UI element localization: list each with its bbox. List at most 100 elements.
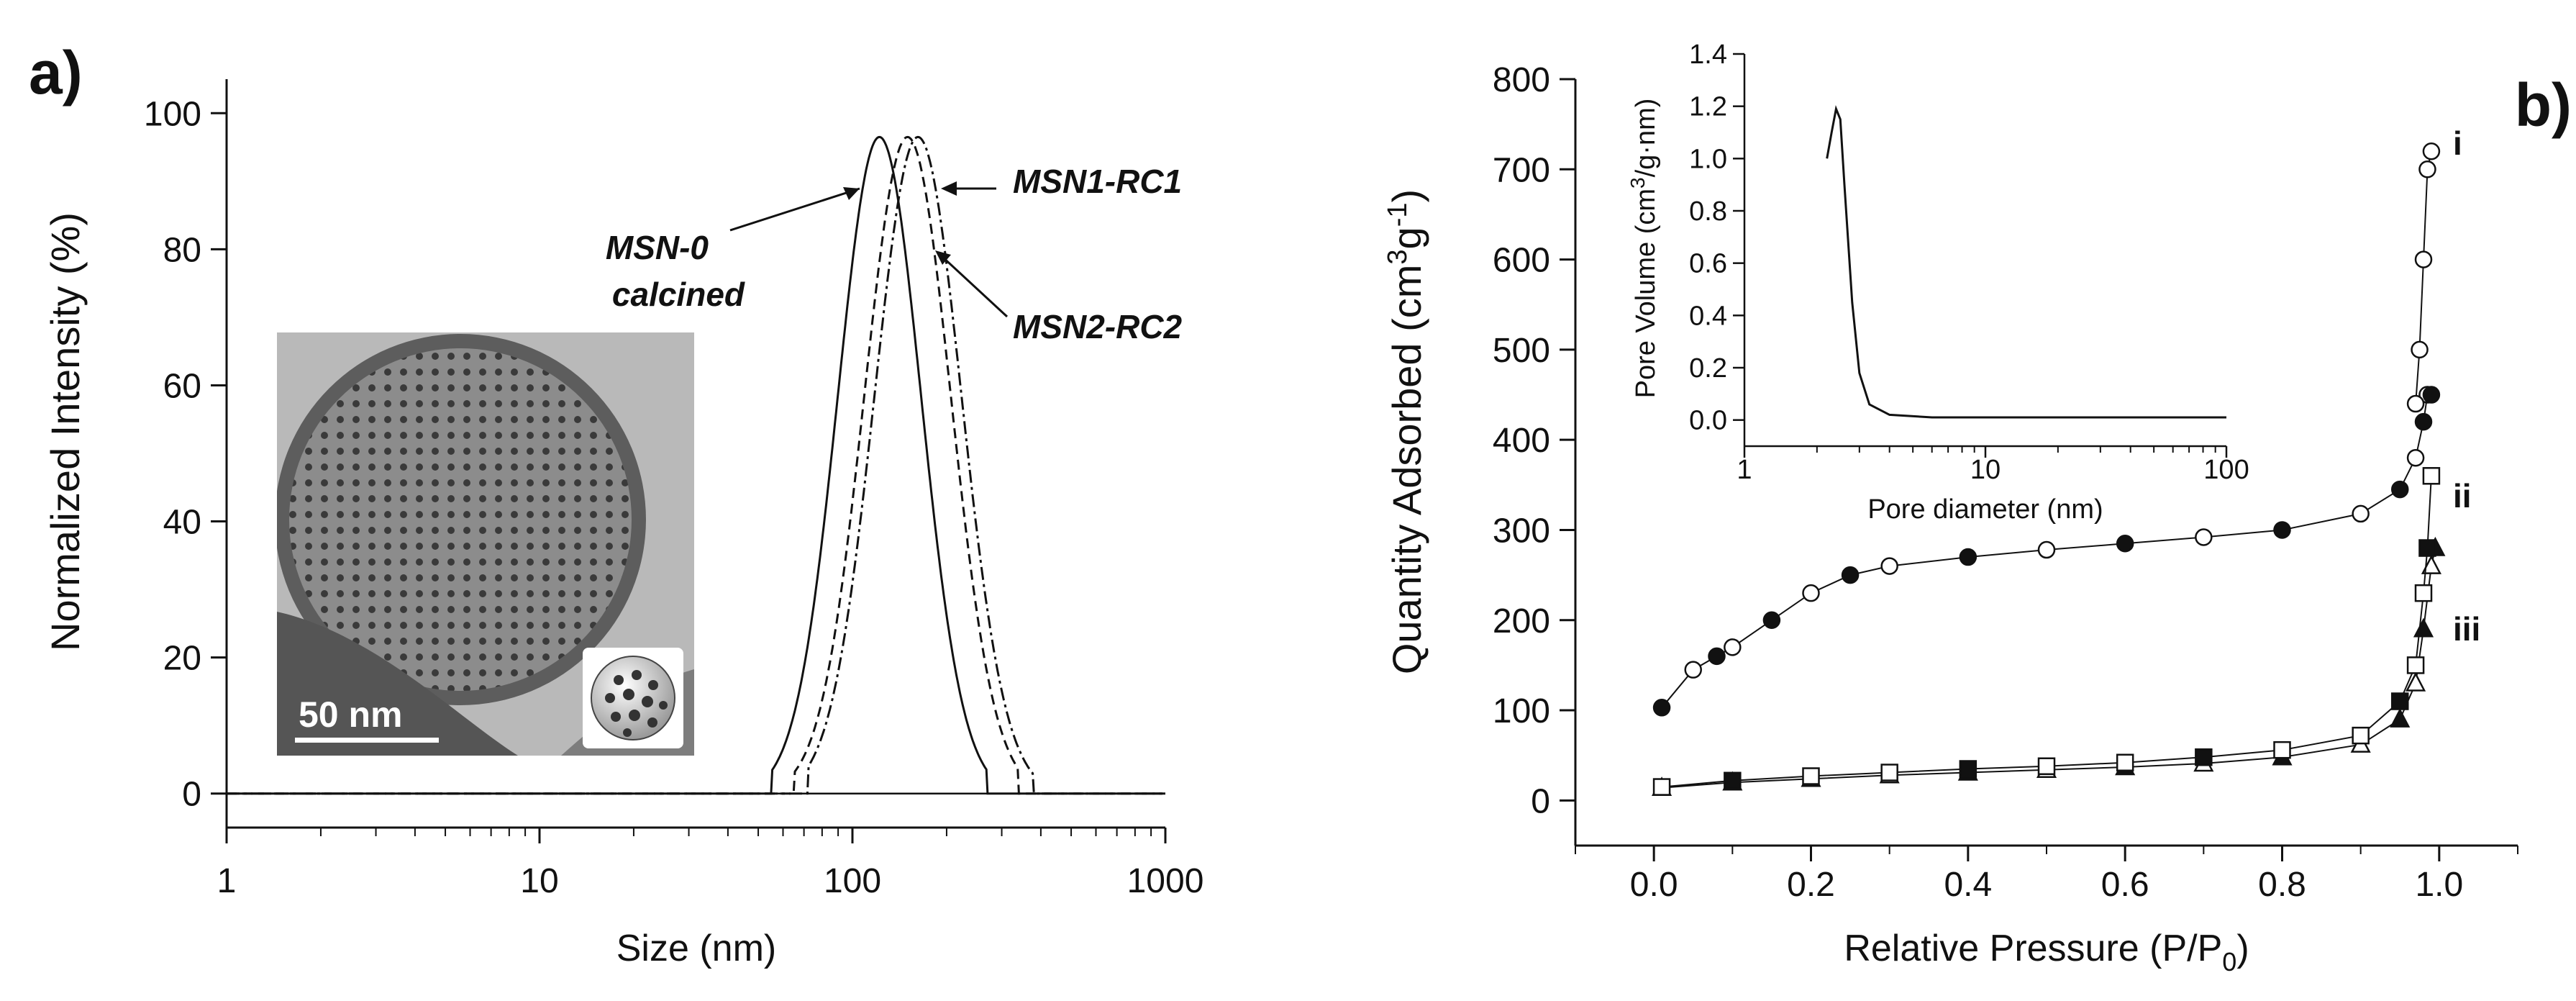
- series-ii-point: [2352, 726, 2370, 745]
- series-ii-point: [2422, 467, 2441, 485]
- b-x-tick-label: 0.4: [1944, 866, 1992, 904]
- panel-a-label: a): [29, 39, 83, 107]
- inset-y-tick-label: 1.0: [1689, 144, 1727, 174]
- series-label-i: i: [2453, 124, 2462, 162]
- series-i-point: [1762, 611, 1781, 630]
- series-ii-point: [2418, 539, 2436, 557]
- series-i-desorption-point: [2414, 250, 2433, 268]
- series-ii-point: [2116, 753, 2134, 771]
- b-y-axis-label: Quantity Adsorbed (cm3g-1): [1383, 189, 1429, 674]
- b-x-tick-label: 0.6: [2101, 866, 2149, 904]
- tem-particle: [289, 348, 632, 691]
- b-x-axis-label: Relative Pressure (P/P0): [1844, 928, 2249, 977]
- b-x-tick-label: 1.0: [2415, 866, 2463, 904]
- series-i-point: [2037, 540, 2056, 559]
- y-tick-label: 0: [182, 776, 201, 814]
- inset-y-tick-label: 1.4: [1689, 40, 1727, 70]
- inset-y-tick-label: 0.4: [1689, 301, 1727, 331]
- inset-y-tick-label: 0.8: [1689, 196, 1727, 227]
- series-iii-point: [2406, 671, 2426, 692]
- series-ii-point: [2414, 584, 2433, 602]
- b-y-tick-label: 0: [1531, 782, 1550, 820]
- series-i-point: [2116, 535, 2134, 553]
- series-i-point: [1724, 638, 1742, 656]
- series-iii-line: [1662, 548, 2436, 789]
- series-i-point: [1708, 647, 1726, 666]
- series-ii-point: [1959, 760, 1977, 778]
- b-x-tick-label: 0.0: [1630, 866, 1678, 904]
- inset-y-tick-label: 0.6: [1689, 249, 1727, 279]
- series-ii-point: [2195, 748, 2213, 766]
- inset-y-tick-label: 0.2: [1689, 353, 1727, 384]
- annotation-arrowhead-msn2: [935, 250, 951, 265]
- inset-y-label: Pore Volume (cm3/g·nm): [1626, 99, 1661, 399]
- y-tick-label: 100: [144, 95, 201, 133]
- scale-bar: [295, 738, 439, 743]
- b-y-tick-label: 600: [1493, 242, 1550, 280]
- series-i-point: [1841, 566, 1860, 584]
- series-i-point: [2391, 480, 2409, 499]
- y-tick-label: 20: [163, 640, 201, 678]
- inset-x-label: Pore diameter (nm): [1867, 494, 2103, 525]
- series-iii-point: [2390, 707, 2411, 728]
- series-i-point: [2273, 521, 2291, 539]
- series-ii-point: [2391, 692, 2409, 710]
- series-i-desorption-line: [2415, 150, 2432, 404]
- panel-a-chart: a) 50 nm 1 10 100 1000 0 20 40 60 80 100 Size (n…: [29, 39, 1203, 969]
- series-i-point: [1652, 699, 1671, 717]
- x-tick-label: 1: [217, 862, 237, 900]
- b-y-tick-label: 200: [1493, 602, 1550, 640]
- annotation-arrowhead-msn1: [941, 181, 957, 196]
- y-axis-label: Normalized Intensity (%): [42, 212, 88, 651]
- series-i-point: [1802, 584, 1820, 602]
- inset-psd-curve: [1826, 105, 2226, 419]
- annotation-msn1: MSN1-RC1: [1013, 163, 1182, 200]
- x-tick-label: 10: [520, 862, 558, 900]
- series-ii-point: [2406, 656, 2425, 674]
- series-i-desorption-point: [2406, 394, 2425, 413]
- series-label-iii: iii: [2453, 610, 2480, 648]
- series-iii-point: [2421, 554, 2441, 574]
- b-y-tick-label: 700: [1493, 151, 1550, 189]
- b-y-tick-label: 500: [1493, 332, 1550, 370]
- inset-y-tick-label: 1.2: [1689, 92, 1727, 122]
- inset-x-tick-label: 1: [1737, 455, 1752, 485]
- series-i-point: [1684, 661, 1702, 679]
- b-y-tick-label: 400: [1493, 422, 1550, 460]
- annotation-msn0-calcined: calcined: [612, 276, 745, 313]
- panel-b-chart: b) 0.0 0.2 0.4 0.6 0.8 1.0 0 100 200 300 400 500 60…: [1383, 40, 2572, 977]
- series-i-desorption-point: [2422, 142, 2441, 160]
- series-ii-point: [1652, 778, 1671, 796]
- panel-b-label: b): [2515, 71, 2572, 139]
- x-tick-label: 100: [824, 862, 881, 900]
- inset-y-tick-label: 0.0: [1689, 406, 1727, 436]
- series-i-point: [2414, 412, 2433, 431]
- annotation-msn2: MSN2-RC2: [1013, 308, 1183, 345]
- annotation-msn0: MSN-0: [606, 229, 709, 266]
- tem-neighbor-particle: [277, 612, 518, 756]
- series-label-ii: ii: [2453, 477, 2472, 515]
- inset-x-tick-label: 10: [1970, 455, 2001, 485]
- series-ii-point: [2037, 757, 2056, 775]
- x-tick-label: 1000: [1127, 862, 1204, 900]
- y-tick-label: 40: [163, 504, 201, 542]
- porous-sphere-pores: [605, 670, 668, 737]
- series-i-point: [2195, 528, 2213, 546]
- b-x-tick-label: 0.8: [2258, 866, 2306, 904]
- tem-inset-image: 50 nm: [277, 332, 694, 756]
- series-i-point: [1959, 548, 1977, 566]
- series-ii-point: [1724, 771, 1742, 790]
- series-i-point: [2352, 504, 2370, 523]
- series-i-point: [2422, 386, 2441, 404]
- series-i-desorption-point: [2418, 160, 2436, 178]
- b-y-tick-label: 300: [1493, 512, 1550, 550]
- y-tick-label: 60: [163, 367, 201, 405]
- series-i-desorption-point: [2411, 340, 2429, 359]
- series-ii-point: [1802, 767, 1820, 785]
- annotation-arrowhead-msn0: [843, 187, 860, 200]
- series-i-point: [2406, 448, 2425, 467]
- b-x-tick-label: 0.2: [1787, 866, 1835, 904]
- y-tick-label: 80: [163, 231, 201, 269]
- scale-bar-label: 50 nm: [299, 694, 403, 735]
